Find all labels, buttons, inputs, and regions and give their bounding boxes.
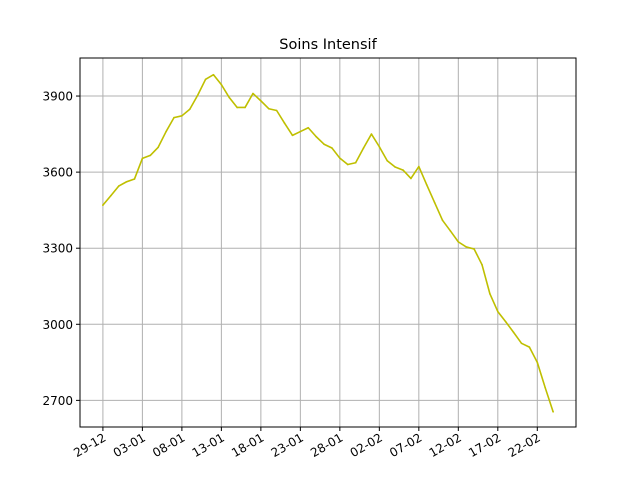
data-point: [520, 342, 523, 345]
data-point: [181, 115, 183, 117]
x-tick-label: 22-02: [506, 430, 543, 460]
data-point: [212, 73, 215, 76]
x-tick-label: 23-01: [269, 430, 306, 460]
series-line: [102, 73, 554, 413]
data-point: [204, 78, 207, 81]
data-point: [220, 83, 223, 86]
data-point: [117, 185, 120, 187]
data-point: [386, 159, 389, 162]
data-point: [449, 230, 452, 232]
plot-frame: [79, 57, 577, 428]
y-tick-label: 3600: [42, 166, 73, 180]
x-gridlines: [102, 58, 538, 427]
data-point: [173, 116, 175, 119]
data-point: [228, 96, 231, 99]
x-tick-label: 12-02: [427, 430, 464, 460]
data-point: [196, 94, 199, 97]
data-point: [307, 126, 310, 129]
data-point: [323, 143, 325, 146]
data-point: [552, 410, 554, 413]
x-tick-label: 28-01: [308, 430, 345, 460]
data-point: [133, 178, 136, 180]
data-point: [402, 169, 404, 171]
data-point: [473, 248, 475, 250]
y-ticks: 2700 3000 3300 3600 3900: [42, 90, 80, 408]
x-tick-label: 08-01: [150, 430, 187, 460]
data-point: [244, 106, 246, 109]
x-ticks: 29-12 03-01 08-01 13-01 18-01 23-01 28-01 02-02…: [71, 427, 543, 460]
data-point: [125, 180, 128, 183]
data-point: [536, 361, 539, 364]
y-tick-label: 2700: [42, 394, 73, 408]
x-tick-label: 03-01: [111, 430, 148, 460]
data-point: [102, 204, 104, 206]
data-point: [283, 122, 286, 124]
data-point: [346, 163, 349, 166]
data-point: [441, 219, 444, 222]
chart-title: Soins Intensif: [279, 37, 377, 53]
data-point: [512, 331, 515, 334]
data-point: [425, 184, 428, 186]
x-tick-label: 17-02: [466, 430, 503, 460]
data-point: [339, 157, 341, 159]
data-point: [481, 263, 483, 266]
data-point: [433, 201, 436, 204]
data-point: [544, 386, 546, 389]
data-point: [394, 166, 396, 168]
data-point: [354, 161, 357, 164]
x-tick-label: 18-01: [229, 430, 266, 460]
y-tick-label: 3000: [42, 318, 73, 332]
data-point: [275, 109, 278, 112]
data-point: [465, 246, 468, 248]
data-point: [260, 100, 262, 102]
data-point: [370, 133, 373, 135]
data-point: [141, 157, 144, 160]
data-point: [497, 310, 499, 313]
data-point: [188, 108, 191, 111]
data-point: [315, 135, 317, 138]
data-point: [291, 134, 294, 137]
data-point: [504, 320, 507, 323]
series-group: [102, 73, 554, 413]
data-point: [157, 146, 159, 149]
x-tick-label: 29-12: [71, 430, 108, 460]
data-point: [267, 107, 270, 110]
data-point: [528, 346, 531, 348]
data-point: [362, 147, 365, 149]
data-point: [410, 177, 412, 180]
data-point: [165, 130, 167, 133]
data-point: [489, 293, 491, 295]
data-point: [110, 194, 112, 197]
data-point: [299, 130, 302, 133]
y-tick-label: 3900: [42, 90, 73, 104]
x-tick-label: 13-01: [190, 430, 227, 460]
x-tick-label: 07-02: [387, 430, 424, 460]
data-point: [378, 145, 381, 148]
data-point: [252, 92, 254, 95]
y-gridlines: [80, 95, 576, 401]
data-point: [457, 241, 460, 243]
data-point: [331, 147, 333, 149]
data-point: [418, 165, 420, 168]
y-tick-label: 3300: [42, 242, 73, 256]
data-point: [236, 106, 238, 109]
data-point: [149, 154, 152, 157]
x-tick-label: 02-02: [348, 430, 385, 460]
